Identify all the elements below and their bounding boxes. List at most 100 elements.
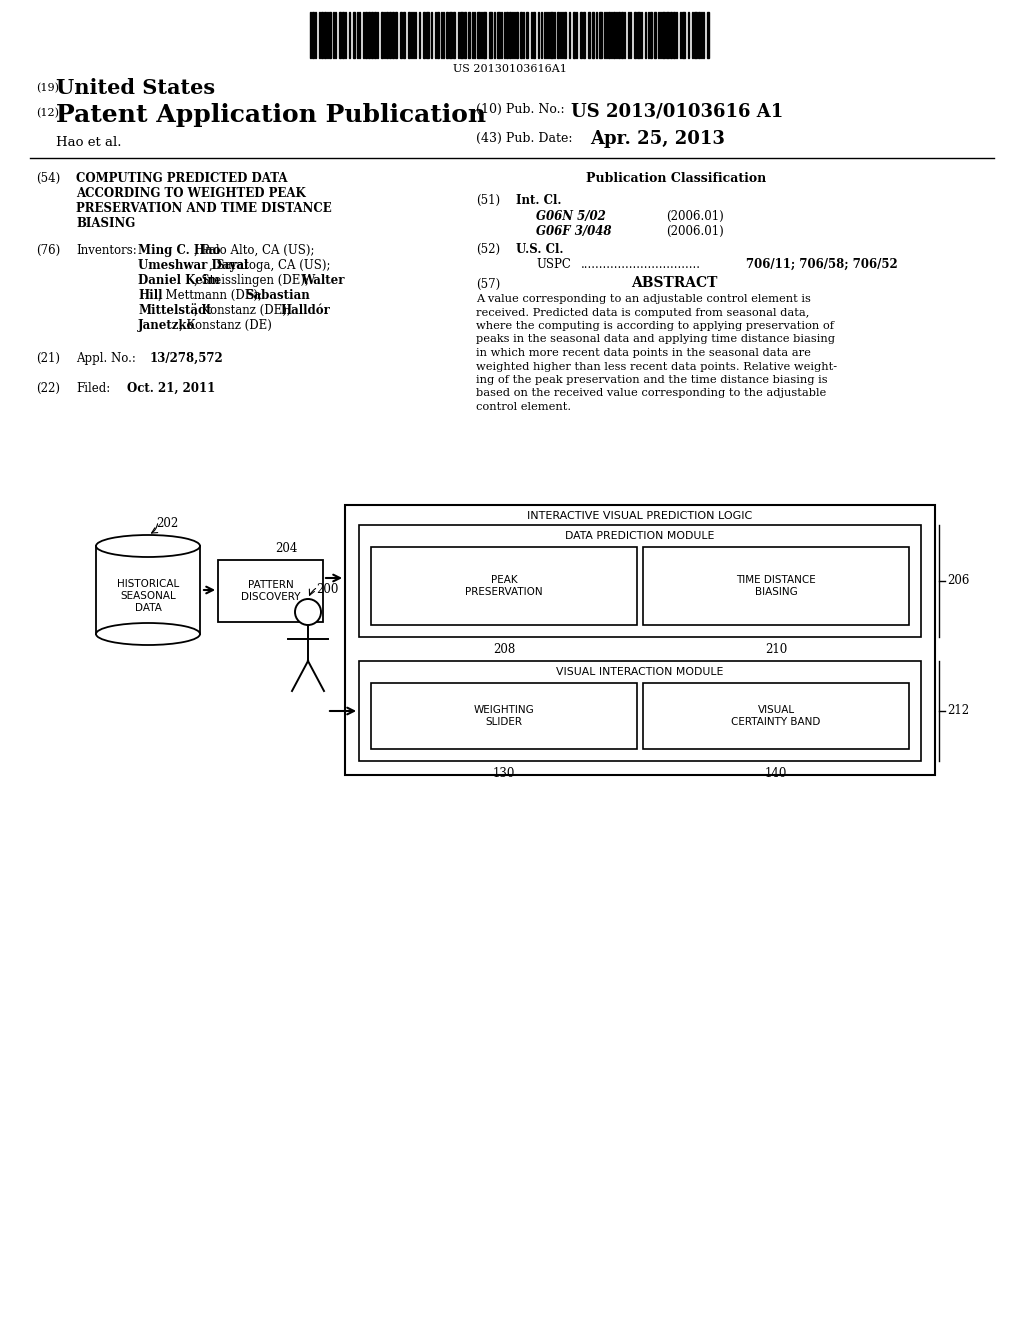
Text: (43) Pub. Date:: (43) Pub. Date: (476, 132, 572, 145)
Text: (57): (57) (476, 279, 501, 290)
Text: , Saratoga, CA (US);: , Saratoga, CA (US); (209, 259, 331, 272)
Bar (483, 12, 486, 58)
Text: peaks in the seasonal data and applying time distance biasing: peaks in the seasonal data and applying … (476, 334, 835, 345)
Text: USPC: USPC (536, 257, 570, 271)
Ellipse shape (96, 623, 200, 645)
Text: Inventors:: Inventors: (76, 244, 137, 257)
Text: where the computing is according to applying preservation of: where the computing is according to appl… (476, 321, 834, 331)
Bar (386, 12, 388, 58)
Bar (460, 12, 463, 58)
Text: (19): (19) (36, 83, 59, 94)
FancyBboxPatch shape (643, 546, 909, 624)
Text: , Palo Alto, CA (US);: , Palo Alto, CA (US); (195, 244, 314, 257)
Bar (613, 12, 615, 58)
Bar (592, 12, 594, 58)
Text: (51): (51) (476, 194, 500, 207)
Text: Walter: Walter (301, 275, 345, 286)
Text: Sabastian: Sabastian (245, 289, 310, 302)
Text: (54): (54) (36, 172, 60, 185)
Bar (437, 12, 439, 58)
Bar (506, 12, 508, 58)
Bar (329, 12, 331, 58)
Text: 200: 200 (316, 583, 338, 597)
Bar (464, 12, 466, 58)
Text: 208: 208 (493, 643, 515, 656)
Text: (12): (12) (36, 108, 59, 119)
Text: Hill: Hill (138, 289, 163, 302)
Bar (353, 12, 355, 58)
Text: Appl. No.:: Appl. No.: (76, 352, 136, 366)
Text: INTERACTIVE VISUAL PREDICTION LOGIC: INTERACTIVE VISUAL PREDICTION LOGIC (527, 511, 753, 521)
Text: PRESERVATION AND TIME DISTANCE: PRESERVATION AND TIME DISTANCE (76, 202, 332, 215)
Text: ACCORDING TO WEIGHTED PEAK: ACCORDING TO WEIGHTED PEAK (76, 187, 306, 201)
Text: VISUAL
CERTAINTY BAND: VISUAL CERTAINTY BAND (731, 705, 820, 727)
Text: 210: 210 (765, 643, 787, 656)
Bar (637, 12, 640, 58)
Text: US 20130103616A1: US 20130103616A1 (453, 63, 567, 74)
Bar (426, 12, 429, 58)
Text: 706/11; 706/58; 706/52: 706/11; 706/58; 706/52 (746, 257, 898, 271)
Text: VISUAL INTERACTION MODULE: VISUAL INTERACTION MODULE (556, 667, 724, 677)
Text: US 2013/0103616 A1: US 2013/0103616 A1 (571, 102, 783, 120)
Bar (392, 12, 394, 58)
Bar (423, 12, 425, 58)
Ellipse shape (96, 535, 200, 557)
Text: BIASING: BIASING (76, 216, 135, 230)
Text: , Konstanz (DE);: , Konstanz (DE); (195, 304, 295, 317)
Text: Janetzko: Janetzko (138, 319, 196, 333)
Text: PATTERN
DISCOVERY: PATTERN DISCOVERY (241, 581, 300, 602)
Text: United States: United States (56, 78, 215, 98)
Circle shape (295, 599, 321, 624)
Text: Publication Classification: Publication Classification (586, 172, 766, 185)
Text: 140: 140 (765, 767, 787, 780)
Bar (557, 12, 559, 58)
Bar (654, 12, 656, 58)
Text: 204: 204 (275, 543, 298, 554)
Bar (395, 12, 397, 58)
Bar (324, 12, 326, 58)
Text: Patent Application Publication: Patent Application Publication (56, 103, 486, 127)
Text: Oct. 21, 2011: Oct. 21, 2011 (127, 381, 215, 395)
Bar (694, 12, 697, 58)
Text: (22): (22) (36, 381, 60, 395)
Text: based on the received value corresponding to the adjustable: based on the received value correspondin… (476, 388, 826, 399)
Text: TIME DISTANCE
BIASING: TIME DISTANCE BIASING (736, 576, 816, 597)
Text: control element.: control element. (476, 403, 571, 412)
Bar (673, 12, 675, 58)
Bar (497, 12, 500, 58)
Text: 202: 202 (156, 517, 178, 531)
Text: in which more recent data points in the seasonal data are: in which more recent data points in the … (476, 348, 811, 358)
Bar (374, 12, 376, 58)
Text: (21): (21) (36, 352, 60, 366)
Text: DATA PREDICTION MODULE: DATA PREDICTION MODULE (565, 531, 715, 541)
Text: weighted higher than less recent data points. Relative weight-: weighted higher than less recent data po… (476, 362, 838, 371)
Text: G06N 5/02: G06N 5/02 (536, 210, 606, 223)
Bar (534, 12, 535, 58)
Text: Ming C. Hao: Ming C. Hao (138, 244, 220, 257)
Text: 13/278,572: 13/278,572 (150, 352, 224, 366)
Text: Halldór: Halldór (281, 304, 331, 317)
Text: , Konstanz (DE): , Konstanz (DE) (179, 319, 271, 333)
Text: , Steisslingen (DE);: , Steisslingen (DE); (195, 275, 313, 286)
Bar (608, 12, 610, 58)
Bar (408, 12, 410, 58)
Text: Filed:: Filed: (76, 381, 111, 395)
Text: A value corresponding to an adjustable control element is: A value corresponding to an adjustable c… (476, 294, 811, 304)
Bar (621, 12, 623, 58)
Text: ABSTRACT: ABSTRACT (631, 276, 718, 290)
Bar (342, 12, 344, 58)
Text: U.S. Cl.: U.S. Cl. (516, 243, 563, 256)
Bar (312, 12, 314, 58)
Bar (670, 12, 672, 58)
Bar (477, 12, 480, 58)
Bar (96, 546, 200, 634)
Bar (662, 12, 665, 58)
Bar (371, 12, 373, 58)
Text: (2006.01): (2006.01) (666, 224, 724, 238)
Bar (400, 12, 402, 58)
Text: Apr. 25, 2013: Apr. 25, 2013 (590, 129, 725, 148)
Text: G06F 3/048: G06F 3/048 (536, 224, 611, 238)
FancyBboxPatch shape (643, 682, 909, 748)
Bar (526, 12, 528, 58)
Bar (634, 12, 636, 58)
